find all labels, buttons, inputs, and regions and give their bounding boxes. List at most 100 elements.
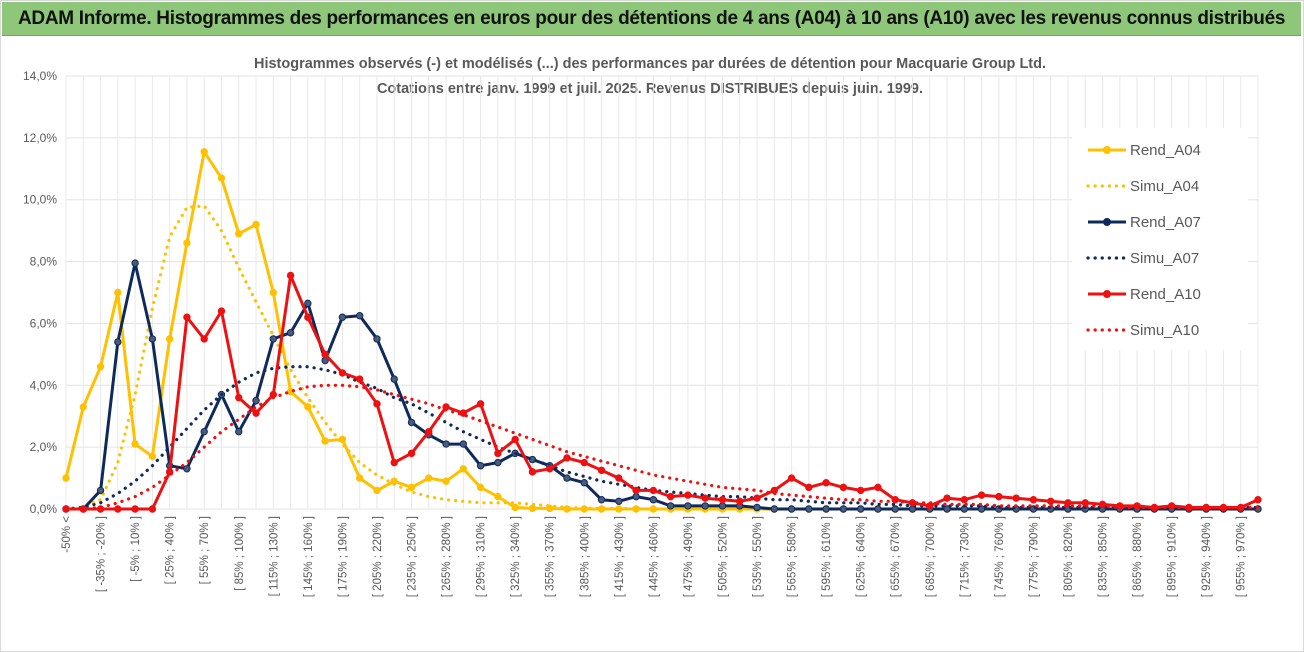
banner-title: ADAM Informe. Histogrammes des performan… [18,8,1286,29]
data-point [805,505,813,513]
data-point [96,486,105,495]
data-point [148,335,157,343]
data-point [304,403,312,411]
legend-label: Simu_A10 [1130,322,1199,339]
data-point [1046,497,1055,505]
data-point [131,505,139,513]
data-point [718,496,727,504]
x-tick-label: [ 295% ; 310% ] [476,516,488,597]
x-tick-label: [ -35% ; -20% ] [96,516,108,592]
x-tick-label: [ 505% ; 520% ] [717,516,729,597]
data-point [597,466,606,475]
data-point [546,465,554,473]
data-point [476,462,485,470]
data-point [943,494,951,502]
data-point [476,400,485,408]
data-point [252,220,260,229]
data-point [684,491,692,499]
data-point [943,505,951,513]
legend-item: Simu_A10 [1086,322,1199,339]
data-point [459,465,468,473]
data-point [615,474,623,482]
data-point [114,338,122,346]
y-tick-label: 2,0% [30,440,58,454]
legend-item: Simu_A07 [1086,250,1199,267]
data-point [131,259,139,267]
y-tick-label: 4,0% [30,378,58,392]
data-point [286,329,295,337]
data-point [580,479,588,487]
data-point [148,505,157,513]
x-tick-label: [ 655% ; 670% ] [890,516,902,597]
series-group [62,148,1262,513]
series-simu-a07 [64,365,1260,511]
data-point [114,505,122,513]
data-point [252,409,260,417]
x-tick-label: [ 895% ; 910% ] [1167,516,1179,597]
x-tick-label: [ 85% ; 100% ] [234,516,246,591]
x-tick-label: [ 715% ; 730% ] [959,516,971,597]
data-point [494,449,502,458]
data-point [805,483,813,492]
data-point [252,397,260,405]
data-point [649,486,658,495]
x-tick-label: [ 775% ; 790% ] [1028,516,1040,597]
data-point [666,502,675,510]
data-point [407,418,416,427]
data-point [407,449,416,458]
series-line [64,365,1260,511]
data-point [390,458,398,467]
data-point [165,335,174,343]
data-point [183,465,191,473]
x-tick-label: [ 355% ; 370% ] [545,516,557,597]
data-point [528,504,537,513]
data-point [528,468,537,476]
series-line [64,383,1260,511]
data-point [856,486,865,495]
x-tick-label: [ 385% ; 400% ] [579,516,591,597]
legend-marker [1103,218,1111,226]
data-point [1254,496,1262,504]
series-rend-a10 [62,271,1262,513]
data-point [442,477,450,485]
data-point [839,505,848,513]
data-point [304,299,312,308]
chart-title: Histogrammes observés (-) et modélisés (… [254,56,1046,72]
data-point [390,375,398,383]
data-point [373,486,381,495]
data-point [217,307,226,315]
data-point [666,492,675,501]
data-point [960,496,969,504]
y-tick-label: 14,0% [23,69,57,83]
legend-item: Simu_A04 [1086,178,1199,195]
x-tick-label: [ 55% ; 70% ] [199,516,211,584]
x-tick-label: [ 805% ; 820% ] [1063,516,1075,597]
data-point [459,440,468,448]
data-point [425,427,433,436]
legend: Rend_A04 Simu_A04 Rend_A07 Simu_A07 Rend_A10… [1072,128,1248,350]
data-point [235,427,243,436]
x-tick-label: [ 955% ; 970% ] [1236,516,1248,597]
data-point [1012,494,1020,502]
x-tick-label: [ 115% ; 130% ] [268,516,280,596]
data-point [200,148,208,156]
data-point [977,491,986,499]
data-point [373,400,381,408]
x-tick-label: -50% < [61,516,73,553]
data-point [286,271,295,280]
data-point [753,503,761,512]
data-point [235,230,243,238]
series-simu-a10 [64,383,1260,511]
y-tick-label: 6,0% [30,316,58,330]
x-tick-label: [ 745% ; 760% ] [994,516,1006,597]
data-point [355,474,364,482]
x-tick-label: [ 865% ; 880% ] [1132,516,1144,597]
y-tick-label: 0,0% [30,502,58,516]
x-tick-label: [ 925% ; 940% ] [1201,516,1213,597]
data-point [580,458,588,467]
x-tick-label: [ 625% ; 640% ] [856,516,868,597]
data-point [718,502,727,510]
legend-label: Rend_A07 [1130,214,1201,231]
legend-box [1072,128,1248,350]
series-line [66,274,1259,511]
